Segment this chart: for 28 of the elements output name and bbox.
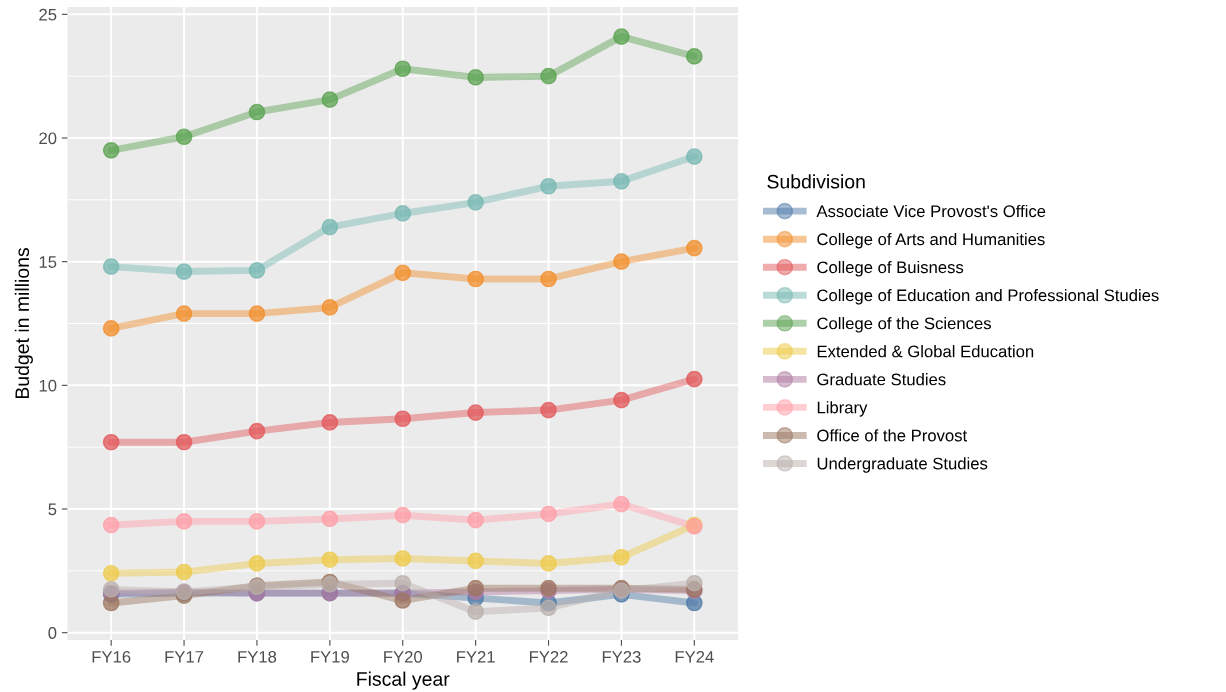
y-tick-label: 10	[39, 379, 57, 392]
x-tick-label: FY16	[92, 650, 131, 663]
legend-label: Associate Vice Provost's Office	[816, 204, 1046, 218]
legend-label: Graduate Studies	[817, 373, 946, 386]
x-axis-title: Fiscal year	[357, 671, 450, 690]
legend-label: Undergraduate Studies	[817, 457, 988, 473]
y-tick-label: 25	[39, 8, 57, 21]
legend-label: College of Buisness	[817, 260, 964, 277]
x-tick-label: FY22	[529, 650, 568, 663]
y-tick-label: 15	[39, 256, 57, 268]
legend-label: Library	[817, 401, 868, 417]
y-tick-label: 5	[48, 503, 57, 516]
x-tick-label: FY20	[384, 650, 423, 663]
legend-label: College of the Sciences	[817, 317, 991, 333]
y-tick-label: 0	[48, 627, 57, 639]
legend-label: College of Education and Professional Studies	[817, 289, 1159, 305]
legend-label: Extended & Global Education	[817, 345, 1034, 358]
y-axis-title: Budget in millions	[14, 248, 33, 399]
x-tick-label: FY17	[165, 651, 204, 663]
legend-label: College of Arts and Humanities	[817, 232, 1045, 249]
x-tick-label: FY24	[675, 650, 714, 663]
x-tick-label: FY19	[311, 650, 349, 663]
x-tick-label: FY21	[457, 650, 495, 663]
x-tick-label: FY18	[238, 650, 277, 663]
y-tick-label: 20	[39, 132, 57, 145]
legend-title: Subdivision	[767, 174, 865, 189]
x-tick-label: FY23	[602, 650, 641, 663]
legend-label: Office of the Provost	[817, 429, 968, 442]
